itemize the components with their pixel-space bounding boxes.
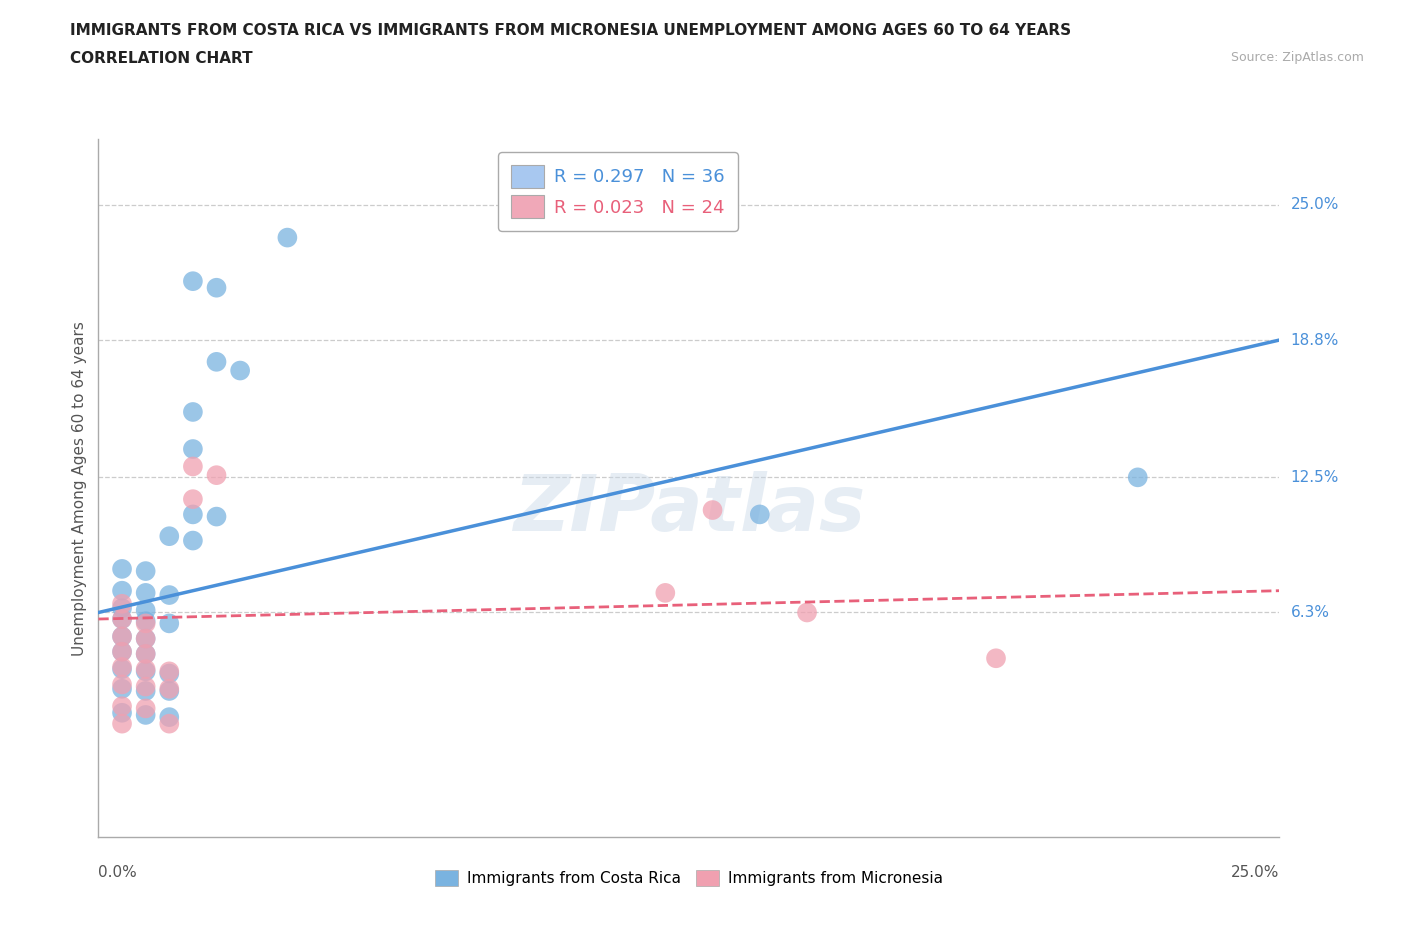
Point bbox=[135, 603, 157, 618]
Text: 25.0%: 25.0% bbox=[1291, 197, 1339, 212]
Point bbox=[135, 564, 157, 578]
Y-axis label: Unemployment Among Ages 60 to 64 years: Unemployment Among Ages 60 to 64 years bbox=[72, 321, 87, 656]
Text: 12.5%: 12.5% bbox=[1291, 470, 1339, 485]
Point bbox=[135, 708, 157, 723]
Point bbox=[111, 601, 134, 616]
Point bbox=[748, 507, 770, 522]
Point bbox=[111, 629, 134, 644]
Point bbox=[157, 682, 180, 697]
Point bbox=[1126, 470, 1149, 485]
Point bbox=[111, 716, 134, 731]
Point bbox=[157, 716, 180, 731]
Point bbox=[205, 354, 228, 369]
Point bbox=[157, 666, 180, 681]
Point bbox=[702, 502, 724, 517]
Point bbox=[111, 629, 134, 644]
Point bbox=[135, 662, 157, 677]
Text: 25.0%: 25.0% bbox=[1232, 865, 1279, 880]
Point bbox=[205, 468, 228, 483]
Point bbox=[181, 533, 204, 548]
Point bbox=[111, 705, 134, 720]
Point bbox=[135, 646, 157, 661]
Text: 18.8%: 18.8% bbox=[1291, 333, 1339, 348]
Point bbox=[157, 664, 180, 679]
Point bbox=[111, 698, 134, 713]
Point bbox=[135, 701, 157, 716]
Text: 6.3%: 6.3% bbox=[1291, 605, 1330, 620]
Point bbox=[135, 679, 157, 694]
Point bbox=[654, 586, 676, 601]
Legend: Immigrants from Costa Rica, Immigrants from Micronesia: Immigrants from Costa Rica, Immigrants f… bbox=[429, 864, 949, 892]
Point bbox=[111, 612, 134, 627]
Point bbox=[111, 682, 134, 697]
Text: Source: ZipAtlas.com: Source: ZipAtlas.com bbox=[1230, 51, 1364, 64]
Point bbox=[984, 651, 1007, 666]
Point bbox=[135, 614, 157, 629]
Point bbox=[111, 662, 134, 677]
Point bbox=[181, 405, 204, 419]
Point bbox=[157, 710, 180, 724]
Point bbox=[205, 509, 228, 524]
Point bbox=[157, 588, 180, 603]
Point bbox=[181, 507, 204, 522]
Point bbox=[135, 616, 157, 631]
Point bbox=[135, 631, 157, 646]
Point bbox=[135, 664, 157, 679]
Text: CORRELATION CHART: CORRELATION CHART bbox=[70, 51, 253, 66]
Point bbox=[157, 684, 180, 698]
Point bbox=[135, 586, 157, 601]
Text: IMMIGRANTS FROM COSTA RICA VS IMMIGRANTS FROM MICRONESIA UNEMPLOYMENT AMONG AGES: IMMIGRANTS FROM COSTA RICA VS IMMIGRANTS… bbox=[70, 23, 1071, 38]
Point bbox=[229, 363, 252, 378]
Point bbox=[796, 605, 818, 620]
Point bbox=[111, 644, 134, 659]
Point bbox=[111, 659, 134, 674]
Point bbox=[181, 442, 204, 457]
Text: 0.0%: 0.0% bbox=[98, 865, 138, 880]
Point bbox=[111, 644, 134, 659]
Point bbox=[181, 273, 204, 288]
Text: ZIPatlas: ZIPatlas bbox=[513, 472, 865, 547]
Point bbox=[111, 596, 134, 611]
Point bbox=[135, 631, 157, 646]
Point bbox=[111, 583, 134, 598]
Point bbox=[111, 562, 134, 577]
Point bbox=[181, 459, 204, 474]
Point bbox=[181, 492, 204, 507]
Point bbox=[157, 616, 180, 631]
Point bbox=[111, 677, 134, 692]
Point bbox=[111, 612, 134, 627]
Point bbox=[205, 280, 228, 295]
Point bbox=[135, 646, 157, 661]
Point bbox=[276, 230, 298, 245]
Point bbox=[135, 684, 157, 698]
Point bbox=[157, 529, 180, 544]
